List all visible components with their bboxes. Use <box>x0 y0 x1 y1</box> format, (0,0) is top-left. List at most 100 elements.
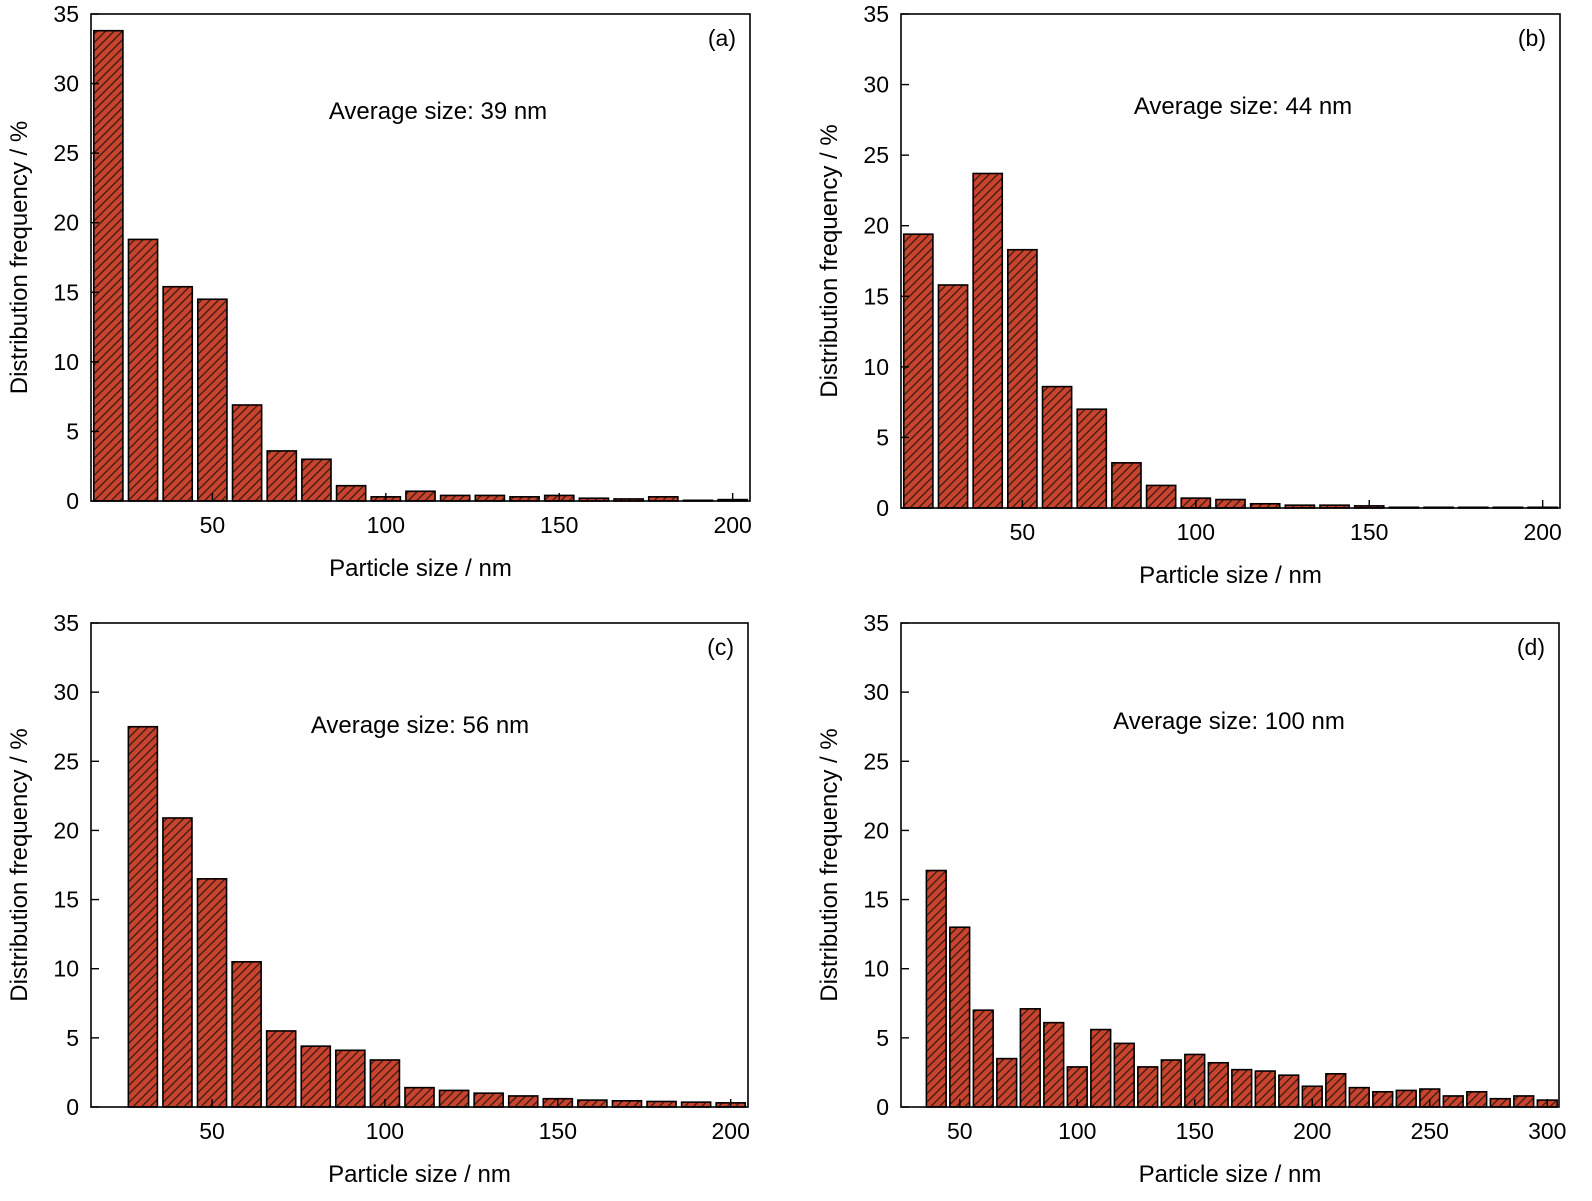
bar <box>1372 1090 1394 1108</box>
bar <box>972 1009 994 1108</box>
bar <box>1395 1089 1417 1108</box>
bar <box>1278 1074 1300 1108</box>
y-tick-label: 35 <box>863 610 889 636</box>
y-tick-label: 15 <box>53 279 79 305</box>
average-size-annotation: Average size: 44 nm <box>1134 93 1352 120</box>
x-tick-label: 100 <box>367 512 405 538</box>
y-tick-label: 10 <box>53 956 79 982</box>
bar <box>162 817 193 1108</box>
x-tick-label: 150 <box>539 1118 577 1144</box>
y-tick-label: 5 <box>66 1025 79 1051</box>
x-tick-label: 50 <box>200 512 226 538</box>
panel-d: 0 5 10 15 20 25 30 35 50 100 150 200 250 300 Particle … <box>816 610 1566 1188</box>
bar <box>1489 1097 1511 1108</box>
bar <box>1325 1073 1347 1108</box>
x-tick-label: 100 <box>1177 519 1215 545</box>
bar <box>949 926 971 1108</box>
bar <box>646 1100 677 1108</box>
x-tick-label: 150 <box>1350 519 1388 545</box>
bar <box>127 725 159 1108</box>
bar <box>162 285 194 502</box>
panel-label: (d) <box>1517 634 1545 660</box>
y-tick-label: 20 <box>863 213 889 239</box>
bar <box>1019 1008 1041 1108</box>
plot-frame <box>900 622 1560 1108</box>
x-tick-label: 100 <box>1058 1118 1096 1144</box>
bar <box>1113 1042 1135 1108</box>
y-tick-label: 35 <box>863 1 889 27</box>
y-tick-label: 10 <box>863 354 889 380</box>
bar <box>1090 1028 1112 1108</box>
bar <box>1137 1066 1159 1108</box>
bar <box>996 1057 1018 1108</box>
y-tick-label: 25 <box>53 748 79 774</box>
bar <box>1348 1086 1370 1108</box>
y-tick-label: 5 <box>66 418 79 444</box>
bar <box>197 298 228 502</box>
bar <box>265 1030 297 1108</box>
plot-frame <box>90 622 749 1108</box>
x-tick-label: 200 <box>713 512 751 538</box>
bar <box>1145 484 1177 509</box>
y-tick-label: 0 <box>876 1094 889 1120</box>
y-tick-label: 0 <box>66 1094 79 1120</box>
bar <box>1466 1090 1488 1108</box>
y-tick-label: 30 <box>863 72 889 98</box>
bar <box>1513 1095 1535 1108</box>
y-axis-label: Distribution frequency / % <box>6 121 33 394</box>
y-tick-label: 30 <box>53 679 79 705</box>
x-axis-label: Particle size / nm <box>1139 1161 1322 1188</box>
panel-label: (a) <box>708 25 736 51</box>
bar <box>438 1089 470 1108</box>
average-size-annotation: Average size: 56 nm <box>311 712 529 739</box>
bar <box>266 450 298 502</box>
bar <box>902 233 934 509</box>
x-tick-label: 200 <box>1293 1118 1331 1144</box>
panel-c: 0 5 10 15 20 25 30 35 50 100 150 200 Particle size /… <box>6 610 750 1188</box>
x-tick-label: 50 <box>947 1118 973 1144</box>
y-tick-label: 20 <box>53 210 79 236</box>
plot-frame <box>900 13 1561 509</box>
x-axis-label: Particle size / nm <box>1139 562 1322 589</box>
y-tick-label: 10 <box>863 956 889 982</box>
bar <box>1076 408 1108 509</box>
bar <box>1043 1021 1065 1108</box>
x-tick-label: 200 <box>1523 519 1561 545</box>
y-axis-label: Distribution frequency / % <box>816 124 843 397</box>
x-axis-label: Particle size / nm <box>328 1161 511 1188</box>
bar <box>473 1092 504 1108</box>
bar <box>1007 248 1038 509</box>
y-tick-label: 20 <box>53 817 79 843</box>
plot-frame <box>90 13 751 502</box>
average-size-annotation: Average size: 39 nm <box>329 98 547 125</box>
y-tick-label: 35 <box>53 610 79 636</box>
bar <box>577 1099 608 1108</box>
x-tick-label: 100 <box>366 1118 404 1144</box>
bar <box>404 1086 435 1108</box>
bar <box>611 1099 643 1108</box>
x-tick-label: 150 <box>540 512 578 538</box>
y-tick-label: 25 <box>863 142 889 168</box>
y-tick-label: 10 <box>53 349 79 375</box>
y-axis-label: Distribution frequency / % <box>6 728 33 1001</box>
y-tick-label: 25 <box>863 748 889 774</box>
bar <box>1160 1059 1182 1108</box>
bar <box>127 238 159 502</box>
panel-b: 0 5 10 15 20 25 30 35 50 100 150 200 Particle size /… <box>816 1 1562 589</box>
bar <box>937 284 969 509</box>
x-tick-label: 50 <box>1010 519 1036 545</box>
panel-a: 0 5 10 15 20 25 30 35 50 100 150 200 Particle size /… <box>6 1 752 582</box>
x-tick-label: 250 <box>1411 1118 1449 1144</box>
bar <box>1215 498 1246 509</box>
y-tick-label: 15 <box>863 887 889 913</box>
average-size-annotation: Average size: 100 nm <box>1113 708 1345 735</box>
y-tick-label: 30 <box>863 679 889 705</box>
x-tick-label: 200 <box>712 1118 750 1144</box>
bar <box>1442 1095 1464 1108</box>
bar <box>1231 1068 1253 1108</box>
y-tick-label: 20 <box>863 817 889 843</box>
bar <box>1254 1070 1276 1108</box>
bar <box>231 960 262 1108</box>
panel-label: (c) <box>707 634 734 660</box>
